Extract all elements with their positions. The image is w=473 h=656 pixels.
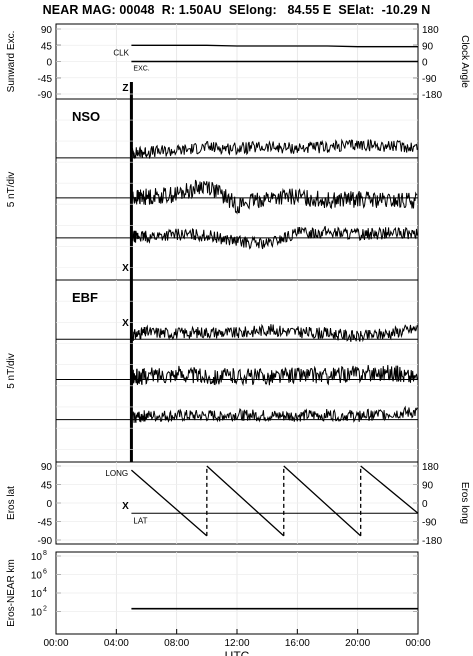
y-tick-label-right: 90 (422, 41, 434, 52)
marker-x: X (122, 501, 129, 512)
series-field-component (130, 323, 418, 343)
series-eros-longitude (360, 465, 419, 514)
y-tick-label-left: 90 (41, 25, 53, 36)
series-field-component (130, 364, 418, 387)
y-tick-label: 10 (31, 589, 43, 600)
y-axis-label-left: Sunward Exc. (6, 31, 17, 93)
y-tick-label-right: -90 (422, 74, 437, 85)
marker-z: Z (122, 83, 128, 94)
series-eros-longitude (206, 465, 285, 537)
series-field-component (130, 405, 418, 423)
y-tick-label-left: 45 (41, 481, 53, 492)
x-axis-label: UTC (225, 649, 250, 656)
x-tick-label: 00:00 (405, 638, 430, 649)
y-axis-label: Eros-NEAR km (6, 559, 17, 627)
y-tick-label-exponent: 8 (43, 550, 47, 557)
marker-x: X (122, 318, 129, 329)
x-tick-label: 20:00 (345, 638, 370, 649)
y-tick-label-left: -90 (38, 90, 53, 101)
y-tick-label-right: -180 (422, 536, 442, 547)
y-axis-label: 5 nT/div (6, 172, 17, 208)
series-label-exc: EXC. (133, 66, 149, 73)
y-tick-label-right: -90 (422, 518, 437, 529)
y-tick-label-exponent: 4 (43, 587, 47, 594)
series-eros-longitude (130, 469, 208, 537)
series-eros-longitude (283, 465, 362, 537)
y-tick-label-left: 0 (46, 58, 52, 69)
series-field-component (131, 225, 418, 250)
x-tick-label: 08:00 (164, 638, 189, 649)
y-tick-label-left: 0 (46, 499, 52, 510)
y-tick-label-right: -180 (422, 90, 442, 101)
series-field-component (130, 179, 418, 215)
series-label-lat: LAT (133, 516, 147, 525)
x-tick-label: 04:00 (104, 638, 129, 649)
y-tick-label: 10 (31, 571, 43, 582)
x-tick-label: 12:00 (224, 638, 249, 649)
x-tick-label: 16:00 (285, 638, 310, 649)
y-tick-label-left: -45 (38, 74, 53, 85)
y-tick-label-right: 180 (422, 462, 439, 473)
x-tick-label: 00:00 (43, 638, 68, 649)
y-tick-label-exponent: 6 (43, 569, 47, 576)
y-axis-label-right: Clock Angle (459, 35, 470, 88)
y-tick-label-right: 0 (422, 499, 428, 510)
y-axis-label: 5 nT/div (6, 353, 17, 389)
series-label-clk: CLK (113, 48, 129, 57)
y-tick-label: 10 (31, 608, 43, 619)
panel-label-ebf: EBF (72, 290, 98, 305)
y-tick-label-left: 90 (41, 462, 53, 473)
y-axis-label-left: Eros lat (6, 486, 17, 520)
y-tick-label-left: -90 (38, 536, 53, 547)
y-tick-label-left: -45 (38, 518, 53, 529)
y-tick-label-right: 0 (422, 58, 428, 69)
y-tick-label-right: 90 (422, 481, 434, 492)
series-clock-angle (131, 44, 418, 48)
y-axis-label-right: Eros long (459, 482, 470, 524)
y-tick-label-exponent: 2 (43, 606, 47, 613)
panel-label-nso: NSO (72, 109, 100, 124)
series-label-long: LONG (105, 469, 128, 478)
y-tick-label-right: 180 (422, 25, 439, 36)
series-field-component (130, 138, 418, 160)
y-tick-label-left: 45 (41, 41, 53, 52)
marker-x: X (122, 263, 129, 274)
page-title: NEAR MAG: 00048 R: 1.50AU SElong: 84.55 … (42, 3, 431, 17)
y-tick-label: 10 (31, 552, 43, 563)
